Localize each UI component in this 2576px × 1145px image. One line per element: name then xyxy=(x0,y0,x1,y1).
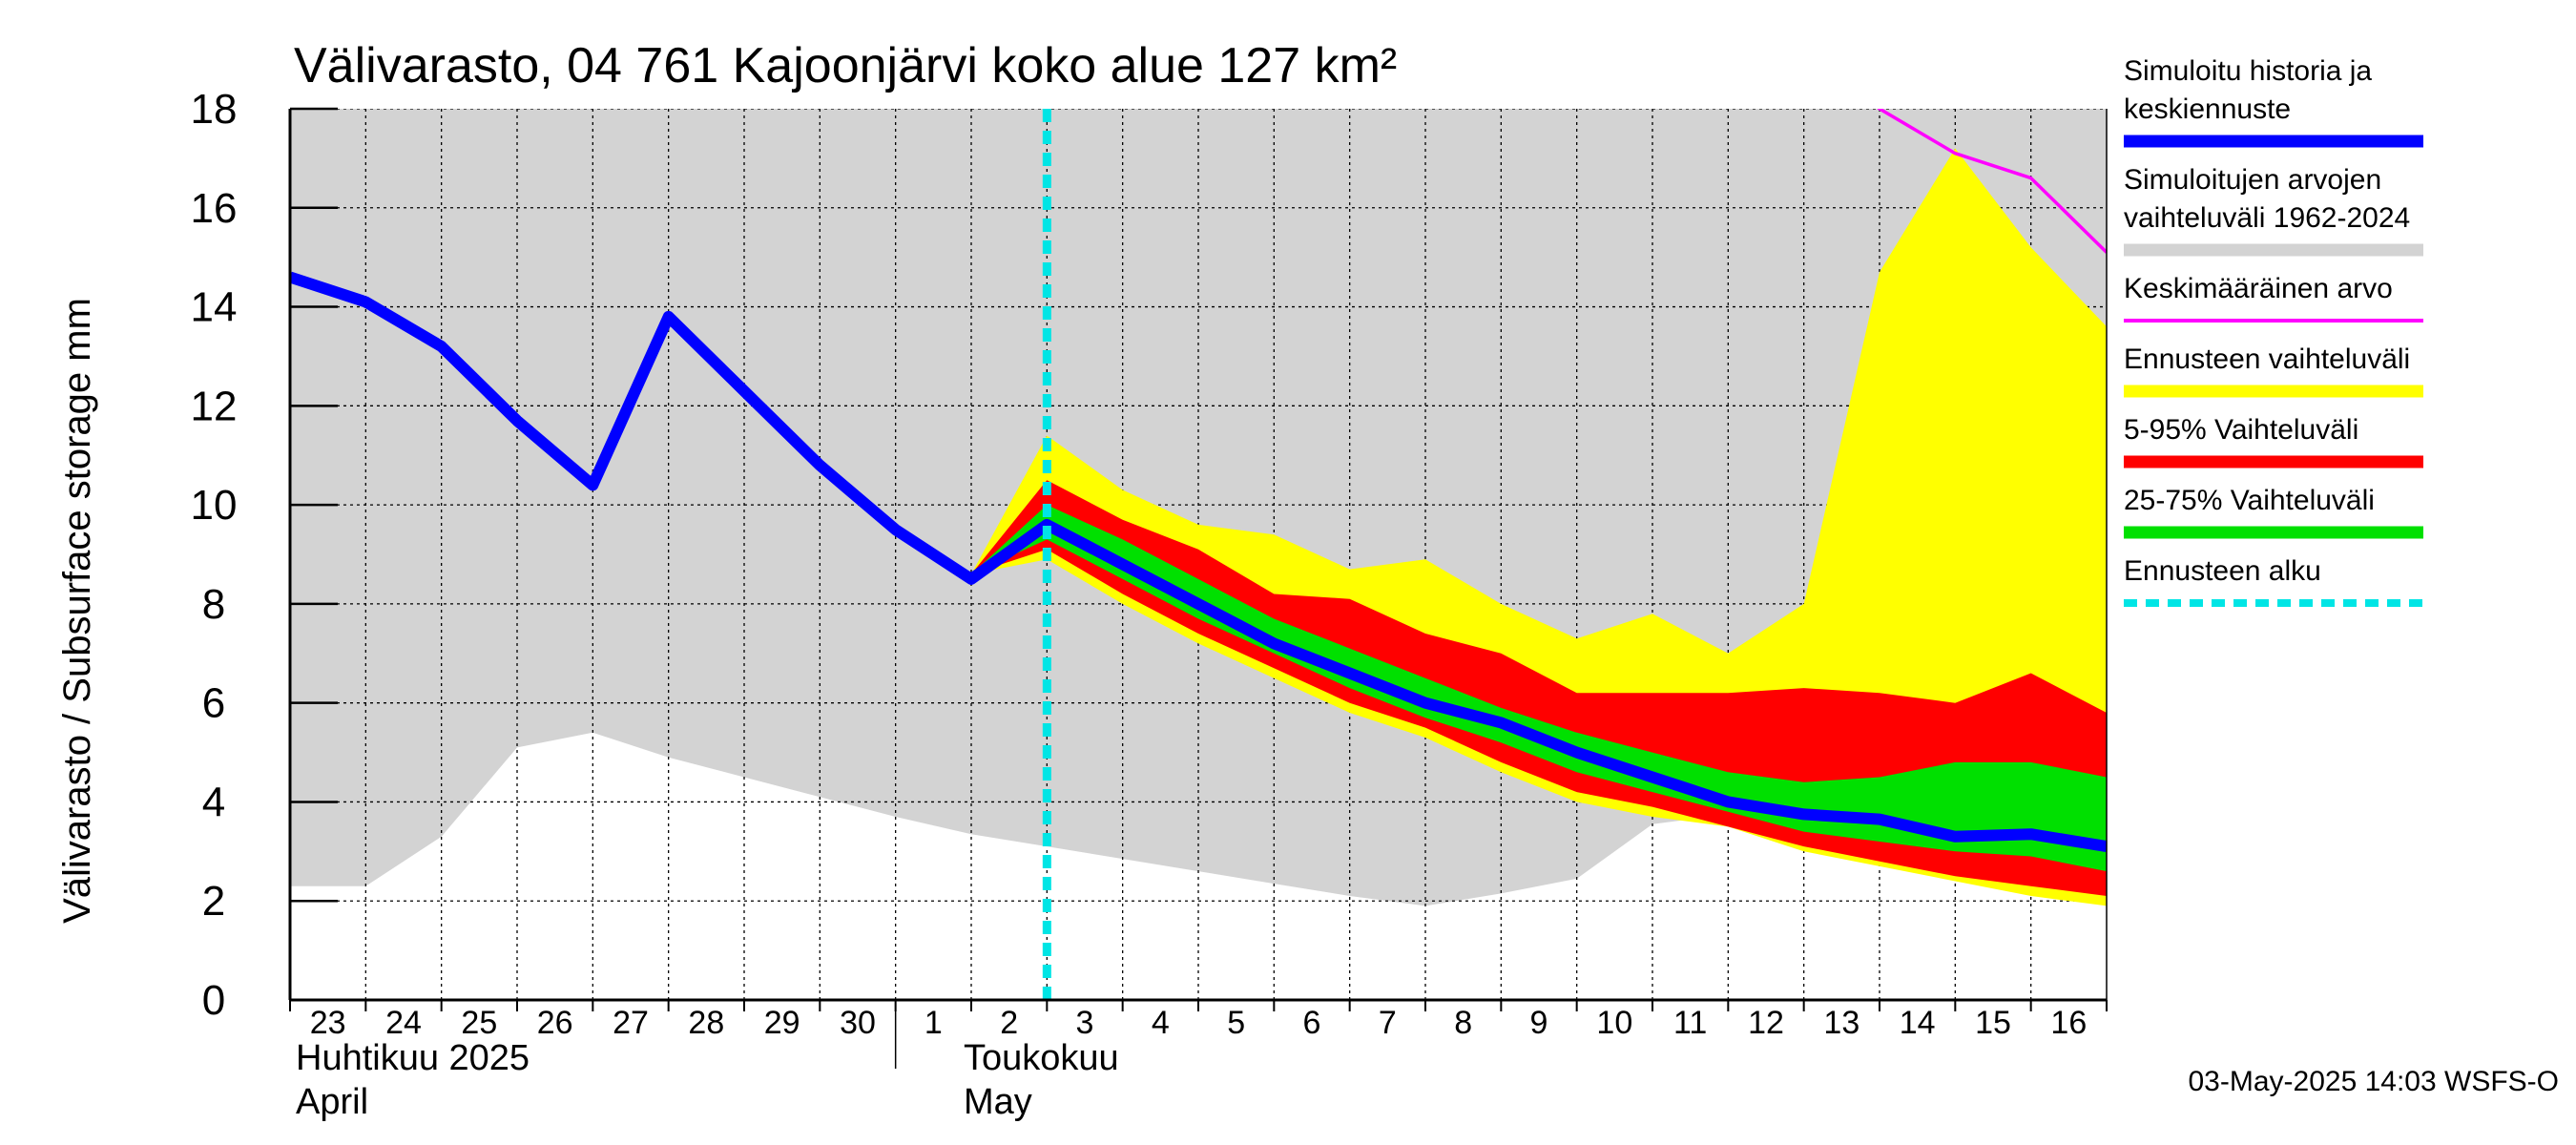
month-label: Toukokuu xyxy=(964,1038,1119,1078)
legend-label: vaihteluväli 1962-2024 xyxy=(2124,202,2410,234)
plot-area xyxy=(290,109,2107,1000)
x-tick-label: 30 xyxy=(840,1005,876,1041)
y-tick-label: 2 xyxy=(202,878,225,925)
y-tick-label: 14 xyxy=(191,284,238,331)
y-tick-label: 10 xyxy=(191,482,238,529)
x-tick-label: 26 xyxy=(537,1005,573,1041)
y-tick-label: 16 xyxy=(191,185,238,232)
month-label-english: April xyxy=(296,1082,368,1122)
x-tick-label: 27 xyxy=(613,1005,649,1041)
x-tick-label: 7 xyxy=(1379,1005,1397,1041)
y-axis-label: Välivarasto / Subsurface storage mm xyxy=(56,298,98,924)
x-tick-label: 23 xyxy=(310,1005,346,1041)
y-tick-label: 6 xyxy=(202,680,225,727)
mean-line xyxy=(1877,109,2107,254)
chart-title: Välivarasto, 04 761 Kajoonjärvi koko alu… xyxy=(294,38,1397,94)
x-tick-label: 16 xyxy=(2050,1005,2087,1041)
x-tick-label: 5 xyxy=(1227,1005,1245,1041)
x-tick-label: 3 xyxy=(1076,1005,1094,1041)
x-tick-label: 11 xyxy=(1673,1005,1707,1041)
x-tick-label: 4 xyxy=(1152,1005,1170,1041)
legend-label: Keskimääräinen arvo xyxy=(2124,273,2393,304)
x-tick-label: 24 xyxy=(385,1005,422,1041)
month-label-english: May xyxy=(964,1082,1032,1122)
x-tick-label: 28 xyxy=(688,1005,724,1041)
x-tick-label: 14 xyxy=(1900,1005,1936,1041)
x-tick-label: 15 xyxy=(1975,1005,2011,1041)
x-tick-label: 2 xyxy=(1000,1005,1018,1041)
month-label: Huhtikuu 2025 xyxy=(296,1038,530,1078)
y-tick-label: 18 xyxy=(191,86,238,133)
legend-label: 25-75% Vaihteluväli xyxy=(2124,485,2375,516)
legend-label: Ennusteen vaihteluväli xyxy=(2124,344,2410,375)
y-tick-label: 4 xyxy=(202,779,225,825)
legend: Simuloitu historia ja keskiennuste Simuloi… xyxy=(2124,55,2423,607)
simulated-line xyxy=(290,271,2107,853)
y-tick-label: 12 xyxy=(191,383,238,429)
x-tick-label: 13 xyxy=(1823,1005,1859,1041)
legend-label: keskiennuste xyxy=(2124,94,2291,125)
legend-label: Ennusteen alku xyxy=(2124,555,2321,587)
legend-label: Simuloitu historia ja xyxy=(2124,55,2372,87)
x-tick-label: 1 xyxy=(924,1005,943,1041)
plot-content xyxy=(290,109,2107,1000)
x-tick-label: 10 xyxy=(1596,1005,1632,1041)
footer-timestamp: 03-May-2025 14:03 WSFS-O xyxy=(2189,1066,2560,1097)
x-tick-label: 6 xyxy=(1303,1005,1321,1041)
x-tick-label: 29 xyxy=(764,1005,800,1041)
x-tick-label: 25 xyxy=(461,1005,497,1041)
x-tick-label: 9 xyxy=(1530,1005,1548,1041)
legend-label: Simuloitujen arvojen xyxy=(2124,164,2381,196)
legend-label: 5-95% Vaihteluväli xyxy=(2124,414,2358,446)
x-tick-label: 8 xyxy=(1454,1005,1472,1041)
x-tick-label: 12 xyxy=(1748,1005,1784,1041)
y-tick-label: 8 xyxy=(202,581,225,628)
y-tick-label: 0 xyxy=(202,977,225,1024)
